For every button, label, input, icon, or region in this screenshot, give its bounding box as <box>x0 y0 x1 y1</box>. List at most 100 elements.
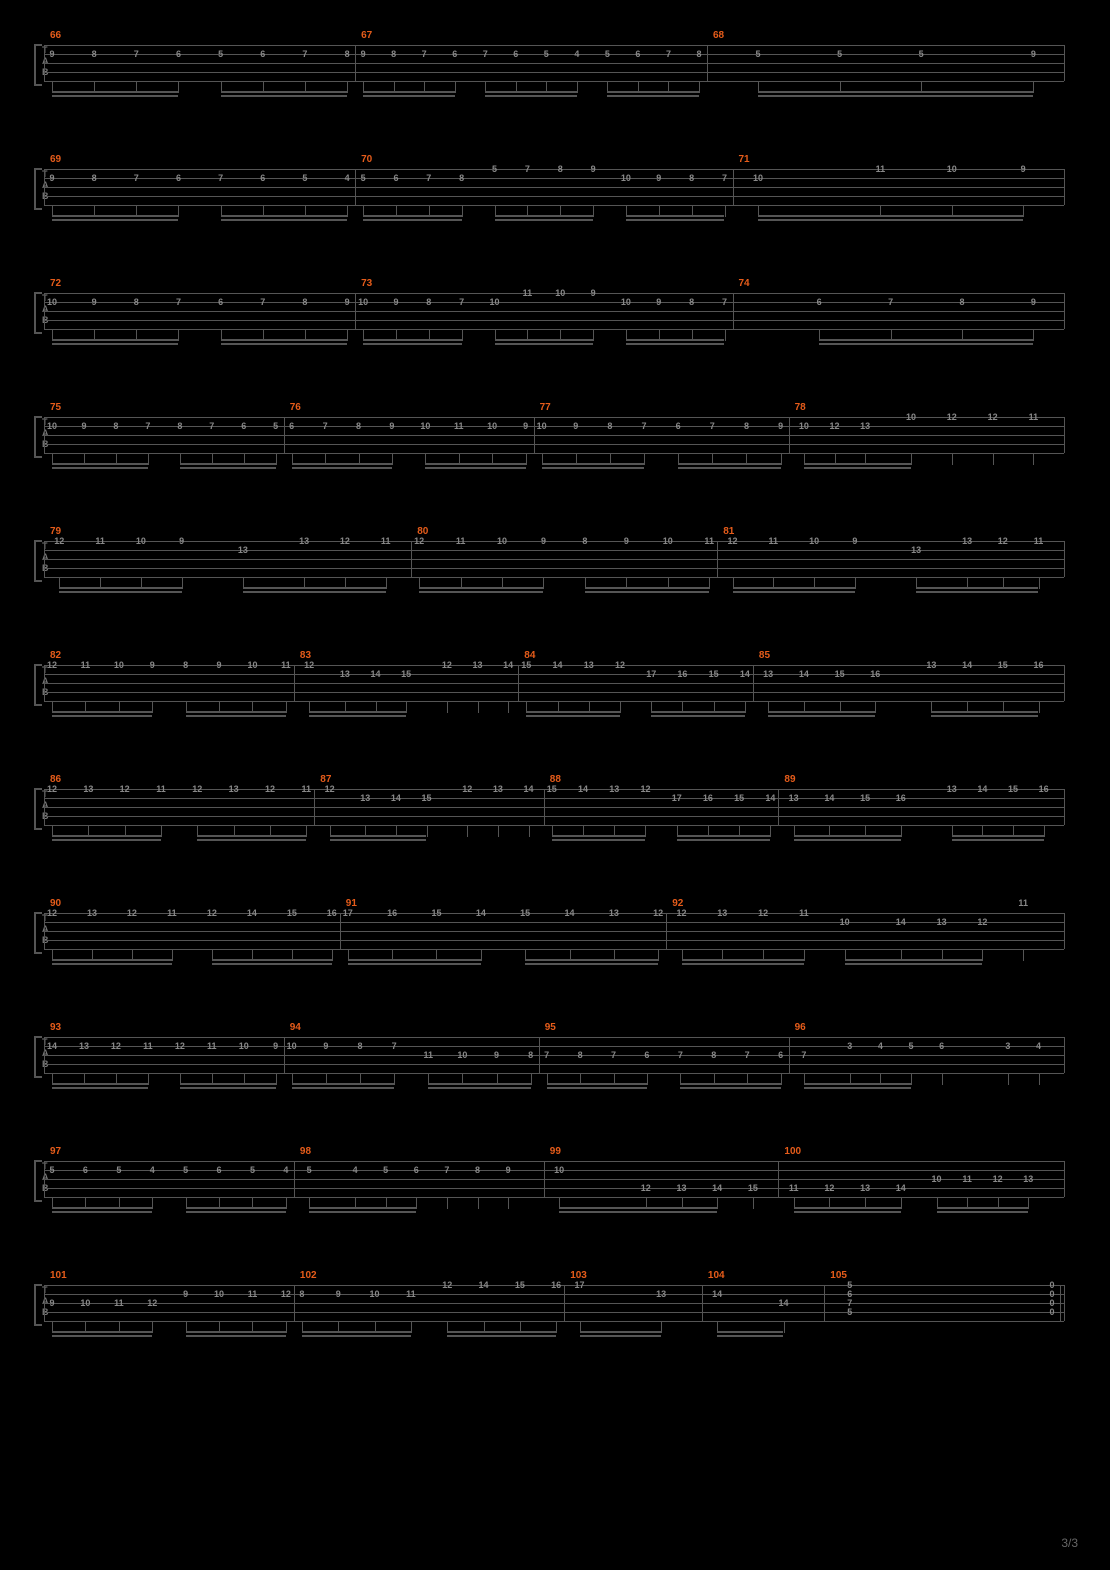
fret-number: 15 <box>401 669 411 679</box>
barline <box>753 665 754 701</box>
barline <box>789 417 790 453</box>
bar-number: 66 <box>50 30 61 41</box>
fret-number: 9 <box>393 297 398 307</box>
note-stem <box>901 825 902 837</box>
note-stem <box>911 1073 912 1085</box>
beam <box>52 1083 148 1085</box>
fret-number: 8 <box>299 1289 304 1299</box>
fret-number: 15 <box>421 793 431 803</box>
fret-number: 15 <box>1008 784 1018 794</box>
tab-clef-letter: A <box>42 677 49 686</box>
beam <box>363 339 462 341</box>
staff-line <box>44 311 1064 312</box>
beam <box>526 715 620 717</box>
beam <box>680 1083 780 1085</box>
bar-number: 99 <box>550 1146 561 1157</box>
barline <box>518 665 519 701</box>
beam <box>937 1207 1029 1209</box>
bar-number: 97 <box>50 1146 61 1157</box>
fret-number: 9 <box>591 288 596 298</box>
staff-bracket <box>34 168 42 210</box>
bar-number: 93 <box>50 1022 61 1033</box>
fret-number: 12 <box>281 1289 291 1299</box>
note-stem <box>753 1197 754 1209</box>
beam <box>186 1207 286 1209</box>
beam <box>677 835 771 837</box>
note-stem <box>481 949 482 961</box>
fret-number: 12 <box>54 536 64 546</box>
staff-line <box>44 293 1064 294</box>
beam <box>937 1211 1029 1213</box>
tab-clef-letter: A <box>42 181 49 190</box>
staff-line <box>44 674 1064 675</box>
staff-bracket <box>34 788 42 830</box>
note-stem <box>1033 453 1034 465</box>
note-stem <box>347 329 348 341</box>
fret-number: 10 <box>47 421 57 431</box>
note-stem <box>526 453 527 465</box>
fret-number: 5 <box>847 1307 852 1317</box>
barline <box>340 913 341 949</box>
note-stem <box>531 1073 532 1085</box>
staff-line <box>44 1294 1064 1295</box>
barline <box>44 1285 45 1321</box>
note-stem <box>178 81 179 93</box>
fret-number: 16 <box>677 669 687 679</box>
fret-number: 6 <box>635 49 640 59</box>
beam <box>717 1331 783 1333</box>
beam <box>221 219 347 221</box>
fret-number: 14 <box>564 908 574 918</box>
beam <box>559 1207 717 1209</box>
note-stem <box>911 453 912 465</box>
fret-number: 8 <box>959 297 964 307</box>
fret-number: 10 <box>753 173 763 183</box>
fret-number: 9 <box>179 536 184 546</box>
note-stem <box>593 329 594 341</box>
fret-number: 13 <box>926 660 936 670</box>
fret-number: 5 <box>116 1165 121 1175</box>
beam <box>626 215 725 217</box>
barline <box>544 1161 545 1197</box>
fret-number: 13 <box>789 793 799 803</box>
beam <box>794 839 901 841</box>
fret-number: 11 <box>167 908 177 918</box>
tab-system: TAB8212111098910118312131415121314841514… <box>44 650 1064 730</box>
beam <box>363 219 462 221</box>
staff-line <box>44 1197 1064 1198</box>
note-stem <box>644 453 645 465</box>
fret-number: 14 <box>391 793 401 803</box>
fret-number: 6 <box>176 173 181 183</box>
barline <box>1064 789 1065 825</box>
barline <box>44 665 45 701</box>
fret-number: 11 <box>95 536 105 546</box>
fret-number: 15 <box>515 1280 525 1290</box>
fret-number: 7 <box>544 1050 549 1060</box>
fret-number: 7 <box>426 173 431 183</box>
fret-number: 10 <box>947 164 957 174</box>
fret-number: 15 <box>520 908 530 918</box>
fret-number: 17 <box>574 1280 584 1290</box>
fret-number: 9 <box>523 421 528 431</box>
note-stem <box>543 577 544 589</box>
note-stem <box>467 825 468 837</box>
barline <box>355 45 356 81</box>
barline <box>314 789 315 825</box>
fret-number: 9 <box>1031 49 1036 59</box>
fret-number: 10 <box>621 297 631 307</box>
beam <box>330 839 427 841</box>
staff-line <box>44 1055 1064 1056</box>
staff-line <box>44 692 1064 693</box>
barline <box>1064 1161 1065 1197</box>
staff-line <box>44 444 1064 445</box>
beam <box>559 1211 717 1213</box>
fret-number: 13 <box>83 784 93 794</box>
bar-number: 71 <box>739 154 750 165</box>
note-stem <box>148 1073 149 1085</box>
fret-number: 5 <box>218 49 223 59</box>
fret-number: 9 <box>49 1298 54 1308</box>
beam <box>952 839 1044 841</box>
beam <box>292 1087 394 1089</box>
beam <box>819 339 1033 341</box>
fret-number: 14 <box>47 1041 57 1051</box>
fret-number: 5 <box>49 1165 54 1175</box>
